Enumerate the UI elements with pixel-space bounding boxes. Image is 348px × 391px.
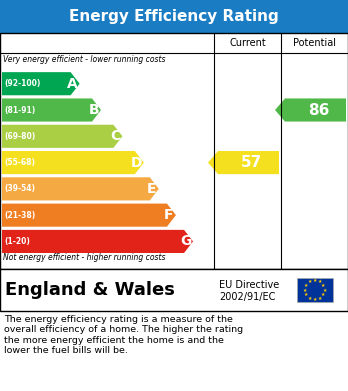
Text: (39-54): (39-54): [4, 185, 35, 194]
Text: E: E: [147, 182, 157, 196]
Text: EU Directive: EU Directive: [219, 280, 279, 290]
Polygon shape: [2, 177, 159, 201]
Polygon shape: [2, 125, 122, 148]
Bar: [0, 0, 348, 33]
Text: 86: 86: [308, 102, 329, 118]
Text: F: F: [164, 208, 174, 222]
Text: (69-80): (69-80): [4, 132, 35, 141]
Text: Not energy efficient - higher running costs: Not energy efficient - higher running co…: [3, 253, 166, 262]
Text: ★: ★: [304, 283, 308, 287]
Polygon shape: [2, 204, 176, 227]
Text: (92-100): (92-100): [4, 79, 40, 88]
Text: (55-68): (55-68): [4, 158, 35, 167]
Polygon shape: [2, 72, 80, 95]
Text: B: B: [89, 103, 99, 117]
Polygon shape: [2, 230, 193, 253]
Text: ★: ★: [317, 296, 322, 301]
Text: (81-91): (81-91): [4, 106, 35, 115]
Text: Potential: Potential: [293, 38, 336, 48]
Text: 57: 57: [241, 155, 262, 170]
Bar: [296, 278, 332, 302]
Polygon shape: [275, 99, 346, 122]
Polygon shape: [2, 151, 144, 174]
Text: ★: ★: [321, 292, 325, 298]
Text: ★: ★: [312, 278, 317, 283]
Text: (1-20): (1-20): [4, 237, 30, 246]
Text: ★: ★: [317, 279, 322, 284]
Text: ★: ★: [321, 283, 325, 287]
Text: D: D: [131, 156, 143, 170]
Text: G: G: [180, 235, 192, 248]
Text: The energy efficiency rating is a measure of the
overall efficiency of a home. T: The energy efficiency rating is a measur…: [4, 315, 243, 355]
Text: 2002/91/EC: 2002/91/EC: [219, 292, 275, 302]
Text: ★: ★: [322, 287, 326, 292]
Text: Very energy efficient - lower running costs: Very energy efficient - lower running co…: [3, 55, 166, 64]
Text: ★: ★: [307, 296, 312, 301]
Polygon shape: [208, 151, 279, 174]
Text: C: C: [110, 129, 120, 143]
Text: England & Wales: England & Wales: [5, 281, 175, 299]
Text: A: A: [67, 77, 78, 91]
Polygon shape: [2, 99, 101, 122]
Text: (21-38): (21-38): [4, 211, 35, 220]
Text: ★: ★: [304, 292, 308, 298]
Text: ★: ★: [312, 298, 317, 302]
Bar: [0, 33, 348, 269]
Bar: [0, 269, 348, 311]
Text: Energy Efficiency Rating: Energy Efficiency Rating: [69, 9, 279, 24]
Text: ★: ★: [302, 287, 307, 292]
Text: Current: Current: [229, 38, 266, 48]
Text: ★: ★: [307, 279, 312, 284]
